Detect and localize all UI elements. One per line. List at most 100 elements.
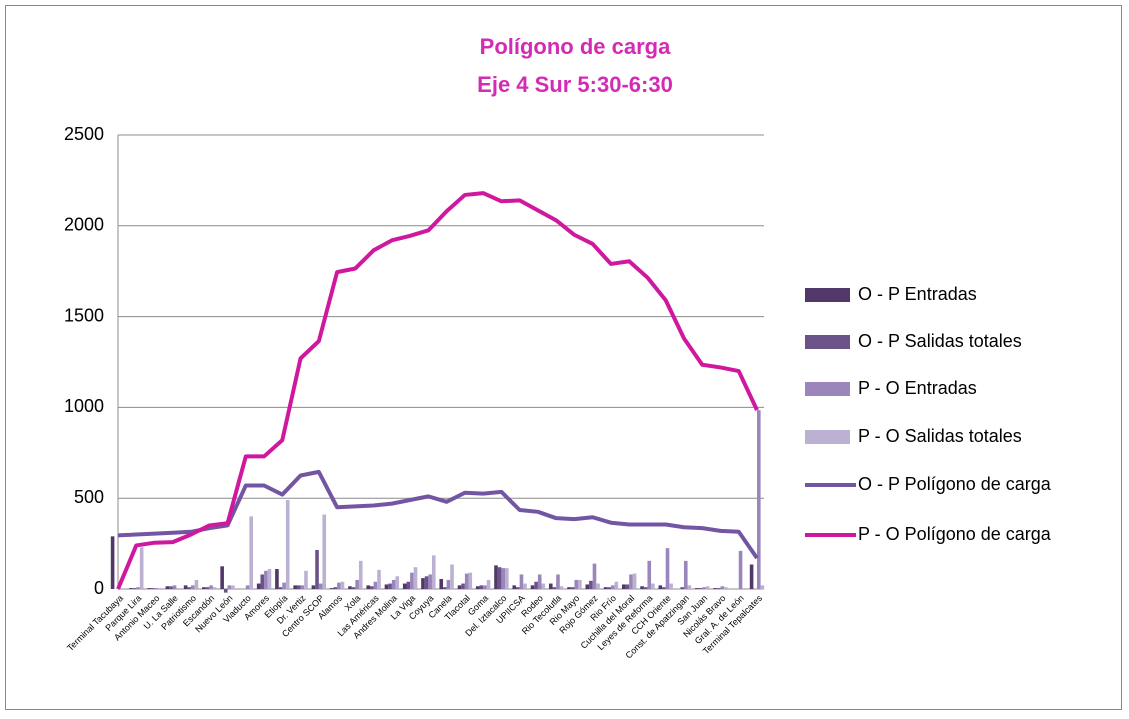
bar (665, 548, 670, 589)
legend-label: O - P Salidas totales (858, 331, 1022, 351)
bar (622, 584, 626, 589)
bar (110, 536, 115, 589)
bar (322, 514, 327, 589)
bar (245, 585, 250, 589)
legend-swatch (805, 288, 850, 302)
bar (424, 576, 429, 589)
bar (760, 585, 765, 589)
bar (625, 584, 630, 589)
legend-label: P - O Polígono de carga (858, 524, 1052, 544)
bar (183, 585, 188, 589)
bar (176, 588, 180, 589)
bar (231, 585, 235, 589)
bar (285, 500, 290, 589)
bar (596, 583, 600, 589)
bar (391, 579, 396, 589)
bar (355, 579, 359, 589)
bar (713, 588, 717, 589)
bar (220, 566, 224, 589)
bar (139, 547, 144, 589)
bar (202, 587, 206, 589)
bar (395, 576, 400, 589)
bar (585, 584, 590, 589)
bar (172, 585, 177, 589)
bar (578, 579, 582, 589)
bar (651, 583, 655, 589)
bar (388, 583, 392, 589)
bar (293, 585, 297, 589)
bar (505, 568, 509, 589)
bar (738, 550, 743, 589)
bar (431, 555, 436, 589)
bar (304, 570, 308, 589)
bar (519, 574, 524, 589)
bar (643, 587, 648, 589)
bar (702, 587, 706, 589)
chart-subtitle: Eje 4 Sur 5:30-6:30 (477, 72, 673, 97)
bar (548, 583, 553, 589)
bar (640, 586, 644, 589)
bar (680, 587, 684, 589)
bar (720, 586, 725, 589)
bar (212, 587, 217, 589)
bar (486, 579, 491, 589)
bar (483, 585, 487, 589)
bar (348, 586, 352, 589)
bar (373, 581, 378, 589)
legend-swatch (805, 335, 850, 349)
bar (136, 587, 140, 589)
bar (282, 582, 286, 589)
bar (187, 587, 192, 589)
legend-label: P - O Salidas totales (858, 426, 1022, 446)
bar (742, 588, 746, 589)
bar (129, 588, 133, 589)
y-tick-label: 500 (74, 487, 104, 507)
bar (475, 586, 480, 589)
bar (614, 581, 619, 589)
bar (647, 560, 652, 589)
bar (249, 516, 253, 589)
bar (516, 587, 520, 589)
bar (512, 585, 517, 589)
bar (461, 583, 465, 589)
bar (607, 587, 611, 589)
bar (264, 570, 268, 589)
legend-swatch (805, 430, 850, 444)
bar (158, 588, 162, 589)
bar (205, 587, 210, 589)
bar (132, 588, 137, 589)
bar (370, 586, 374, 589)
bar (147, 588, 151, 589)
legend-swatch (805, 382, 850, 396)
bar (337, 582, 341, 589)
bar (629, 574, 633, 589)
bar (351, 587, 356, 589)
bar (329, 588, 334, 589)
bar (497, 567, 502, 589)
bar (603, 587, 608, 589)
bar (315, 549, 319, 589)
bar (610, 585, 615, 589)
bar (705, 586, 710, 589)
legend-label: O - P Entradas (858, 284, 977, 304)
bar (552, 587, 557, 589)
bar (150, 588, 155, 589)
bar (223, 589, 228, 593)
bar (658, 585, 663, 589)
bar (446, 579, 451, 589)
bar (669, 583, 673, 589)
bar (296, 585, 301, 589)
bar (169, 586, 173, 589)
bar (523, 583, 527, 589)
bar (421, 578, 425, 589)
y-tick-label: 1500 (64, 305, 104, 325)
bar (406, 581, 411, 589)
bar (530, 585, 535, 589)
bar (402, 583, 407, 589)
bar (749, 564, 754, 589)
bar (541, 583, 546, 589)
bar (457, 585, 462, 589)
bar (494, 565, 498, 589)
line (117, 469, 759, 560)
